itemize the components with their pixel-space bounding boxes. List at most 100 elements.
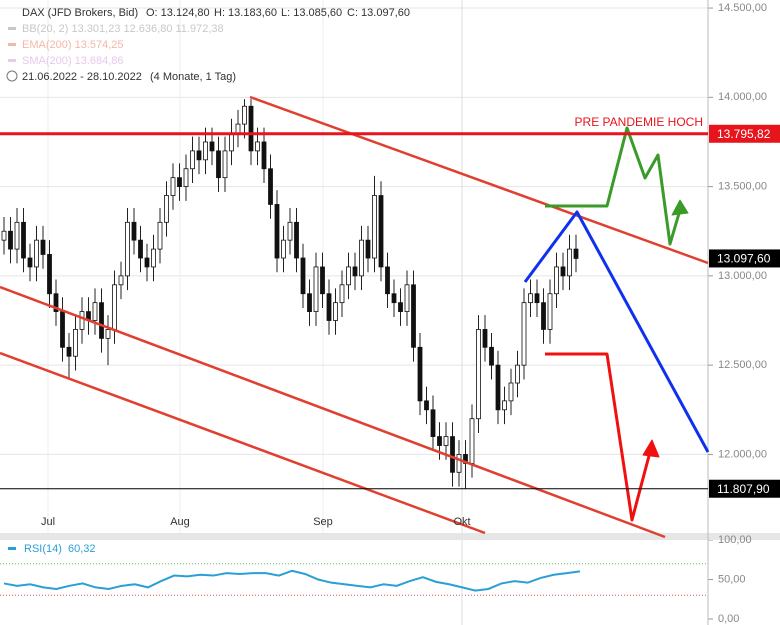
candle-body xyxy=(437,436,442,446)
candle-body xyxy=(508,382,514,402)
candle-body xyxy=(216,150,221,179)
candle-body xyxy=(352,266,358,277)
candle-body xyxy=(151,248,156,268)
candle-body xyxy=(359,239,364,277)
candle-body xyxy=(112,284,117,330)
price-tag-label: 11.807,90 xyxy=(717,482,770,496)
ohlc: C: 13.097,60 xyxy=(347,7,410,19)
candle-body xyxy=(14,221,20,250)
annotation: PRE PANDEMIE HOCH xyxy=(575,115,703,129)
candle-body xyxy=(268,168,273,205)
candle-body xyxy=(281,239,286,259)
candle-body xyxy=(430,409,436,437)
indicator-label: EMA(200) 13.574,25 xyxy=(22,39,124,51)
candle-body xyxy=(307,293,312,312)
indicator-swatch xyxy=(8,59,16,62)
clock-icon xyxy=(6,70,18,82)
candle-body xyxy=(34,239,39,268)
y-tick-label: 13.000,00 xyxy=(718,270,767,282)
price-tag xyxy=(709,479,780,498)
candle-body xyxy=(326,293,332,321)
candle-body xyxy=(73,329,78,357)
candle-body xyxy=(138,239,143,259)
rsi-name: RSI(14) xyxy=(24,543,62,555)
ohlc: O: 13.124,80 xyxy=(146,7,210,19)
price-tag xyxy=(709,124,780,143)
candle-body xyxy=(203,141,208,161)
candle-body xyxy=(294,221,299,259)
candle-body xyxy=(287,221,293,241)
candle-body xyxy=(60,311,65,348)
drawings xyxy=(0,95,710,539)
candle-body xyxy=(463,454,468,464)
candle-body xyxy=(404,284,410,312)
candle-body xyxy=(79,311,85,330)
candle-body xyxy=(190,150,195,170)
candle-body xyxy=(229,132,234,152)
candle-body xyxy=(391,293,397,304)
candle-body xyxy=(248,105,254,152)
candle-body xyxy=(339,284,345,304)
candle-body xyxy=(541,302,546,330)
candle-body xyxy=(502,400,507,411)
y-tick-label: 100,00 xyxy=(718,534,752,546)
candle-body xyxy=(40,239,46,255)
candle-body xyxy=(534,293,540,304)
x-tick-label: Aug xyxy=(170,516,190,528)
candle-body xyxy=(476,329,481,420)
y-tick-label: 13.500,00 xyxy=(718,181,767,193)
y-tick-label: 12.000,00 xyxy=(718,448,767,460)
rsi-line xyxy=(3,569,581,592)
x-tick-label: Okt xyxy=(453,516,470,528)
period-note: (4 Monate, 1 Tag) xyxy=(150,71,236,83)
candle-body xyxy=(222,150,228,179)
trend-line xyxy=(249,95,709,265)
candle-body xyxy=(378,195,384,268)
candle-body xyxy=(261,141,267,170)
price-tag-label: 13.097,60 xyxy=(717,252,771,266)
rsi-swatch xyxy=(8,547,16,550)
candle-body xyxy=(365,239,371,259)
candle-body xyxy=(170,177,176,196)
candle-body xyxy=(300,257,306,295)
candle-body xyxy=(157,221,163,250)
candle-body xyxy=(1,230,7,241)
indicator-label: BB(20, 2) 13.301,23 12.636,80 11.972,38 xyxy=(22,23,224,35)
candle-body xyxy=(385,266,390,295)
candle-body xyxy=(8,230,13,250)
candle-body xyxy=(21,221,26,259)
candle-body xyxy=(235,123,241,134)
candle-body xyxy=(528,293,533,304)
ohlc: H: 13.183,60 xyxy=(214,7,277,19)
candle-body xyxy=(313,266,319,312)
red-path xyxy=(545,352,652,522)
trend-line xyxy=(0,285,666,539)
candle-body xyxy=(105,329,111,339)
candle-body xyxy=(489,346,494,366)
candle-body xyxy=(515,364,520,384)
candle-body xyxy=(443,436,449,446)
title: DAX (JFD Brokers, Bid) xyxy=(22,7,138,19)
period: 21.06.2022 - 28.10.2022 xyxy=(22,71,142,83)
indicator-label: SMA(200) 13.684,86 xyxy=(22,55,124,67)
candle-body xyxy=(547,293,553,330)
candle-body xyxy=(92,302,98,321)
price-tag-label: 13.795,82 xyxy=(717,127,771,141)
candle-body xyxy=(573,248,579,259)
candle-body xyxy=(411,284,416,348)
y-tick-label: 0,00 xyxy=(718,613,739,625)
candle-body xyxy=(47,254,52,295)
price-tag xyxy=(709,249,780,268)
candle-body xyxy=(521,302,527,366)
candle-body xyxy=(450,436,455,473)
y-tick-label: 14.500,00 xyxy=(718,2,767,14)
candle-body xyxy=(495,364,501,411)
trend-line xyxy=(0,351,486,535)
candle-body xyxy=(66,346,72,357)
candle-body xyxy=(372,195,377,259)
x-tick-label: Sep xyxy=(313,516,333,528)
candle-body xyxy=(196,150,202,161)
candle-body xyxy=(164,195,169,223)
panel-separator xyxy=(0,533,780,540)
